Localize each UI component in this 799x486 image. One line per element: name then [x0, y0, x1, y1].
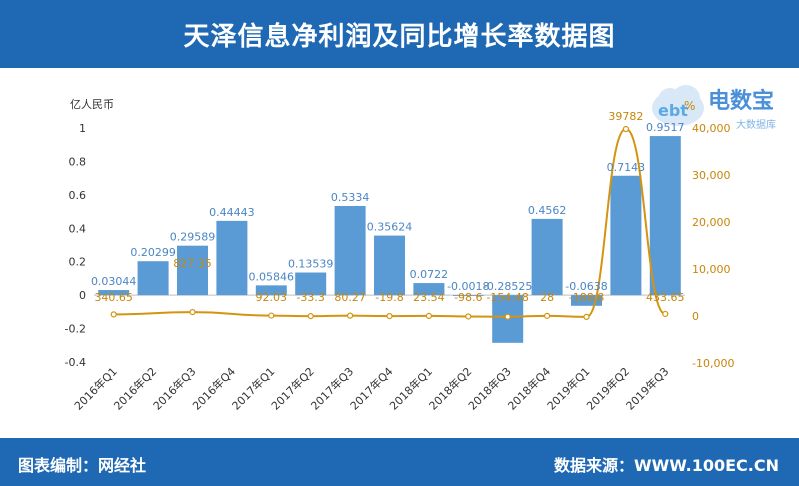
bar-value-label: 0.44443: [209, 206, 255, 219]
right-tick-label: 10,000: [692, 263, 731, 276]
line-value-label: -188.8: [569, 291, 604, 304]
line-value-label: -33.3: [296, 291, 324, 304]
profit-bar: [531, 218, 563, 296]
bar-value-label: 0.4562: [528, 204, 567, 217]
growth-rate-point: [307, 313, 314, 320]
right-tick-label: 30,000: [692, 169, 731, 182]
bar-value-label: -0.28525: [483, 280, 532, 293]
profit-bar: [571, 295, 602, 306]
profit-bar: [137, 261, 169, 296]
bar-value-label: 0.9517: [646, 121, 685, 134]
profit-bar: [413, 283, 445, 296]
bar-value-label: -0.0638: [565, 280, 607, 293]
profit-bar: [649, 136, 681, 296]
line-value-label: 827.35: [173, 257, 212, 270]
line-value-label: 433.65: [646, 291, 685, 304]
profit-bar: [255, 285, 287, 296]
profit-bar: [610, 175, 642, 296]
growth-rate-point: [622, 125, 630, 133]
bar-value-label: 0.13539: [288, 258, 334, 271]
line-value-label: 80.27: [334, 291, 366, 304]
logo-brand: 电数宝: [708, 88, 774, 114]
growth-rate-point: [543, 312, 551, 319]
growth-rate-point: [504, 313, 511, 320]
bar-value-label: -0.0018: [447, 280, 489, 293]
growth-rate-point: [386, 312, 393, 320]
bar-value-label: 0.29589: [170, 231, 216, 244]
growth-rate-point: [268, 312, 275, 319]
category-label: 2019年Q3: [623, 364, 672, 413]
profit-bar: [295, 272, 327, 296]
left-tick-label: 0.8: [69, 155, 87, 168]
right-tick-label: -10,000: [692, 357, 734, 370]
logo-mark: ebt: [658, 101, 688, 120]
growth-rate-point: [662, 310, 669, 318]
line-value-label: 340.65: [94, 291, 133, 304]
bar-value-label: 0.0722: [410, 268, 449, 281]
logo-subtitle: 大数据库: [736, 118, 776, 131]
right-tick-label: 0: [692, 310, 699, 323]
line-value-label: 39782: [608, 110, 643, 123]
profit-bar: [177, 245, 208, 296]
footer-source-editor: 图表编制：网经社: [18, 456, 147, 475]
net-profit-chart: 亿人民币 % 1 0.8 0.6 0.4 0.2 0 -0.2 -0.4 40,000 30,00…: [65, 98, 735, 413]
growth-rate-point: [110, 311, 117, 318]
left-tick-label: 0: [79, 289, 86, 302]
left-tick-label: 1: [79, 122, 86, 135]
profit-bar: [374, 235, 405, 296]
page-title: 天泽信息净利润及同比增长率数据图: [183, 21, 616, 52]
line-value-label: 28: [540, 291, 554, 304]
profit-bar: [452, 295, 484, 296]
bar-value-label: 0.03044: [91, 275, 137, 288]
left-axis-unit: 亿人民币: [70, 98, 114, 111]
line-value-label: -19.8: [375, 291, 403, 304]
bar-value-label: 0.5334: [331, 191, 370, 204]
right-tick-label: 20,000: [692, 216, 731, 229]
profit-bar: [334, 205, 366, 296]
left-tick-label: -0.2: [65, 323, 86, 336]
line-value-label: 23.54: [413, 291, 445, 304]
line-value-label: 92.03: [256, 291, 288, 304]
brand-logo: ebt 电数宝 大数据库: [652, 85, 776, 131]
profit-bar: [98, 290, 130, 296]
growth-rate-point: [465, 313, 472, 320]
line-value-label: -98.6: [454, 291, 482, 304]
bar-value-label: 0.05846: [249, 270, 295, 283]
profit-bar: [216, 220, 248, 296]
left-tick-label: 0.6: [69, 189, 87, 202]
left-tick-label: 0.2: [69, 256, 87, 269]
footer-data-source: 数据来源：WWW.100EC.CN: [553, 456, 779, 475]
growth-rate-point: [347, 312, 354, 319]
bar-value-label: 0.20299: [130, 246, 176, 259]
header-bar: 天泽信息净利润及同比增长率数据图: [0, 0, 799, 68]
right-tick-label: 40,000: [692, 122, 731, 135]
bar-value-label: 0.35624: [367, 221, 413, 234]
left-tick-label: 0.4: [69, 222, 87, 235]
growth-rate-point: [583, 313, 590, 320]
bar-value-label: 0.7143: [607, 161, 646, 174]
footer-bar: 图表编制：网经社 数据来源：WWW.100EC.CN: [0, 438, 799, 486]
left-tick-label: -0.4: [65, 356, 86, 369]
line-value-label: -154.48: [486, 291, 528, 304]
growth-rate-point: [425, 312, 432, 319]
cloud-icon: [652, 85, 704, 126]
right-axis-unit: %: [684, 99, 695, 113]
growth-rate-point: [189, 309, 196, 316]
